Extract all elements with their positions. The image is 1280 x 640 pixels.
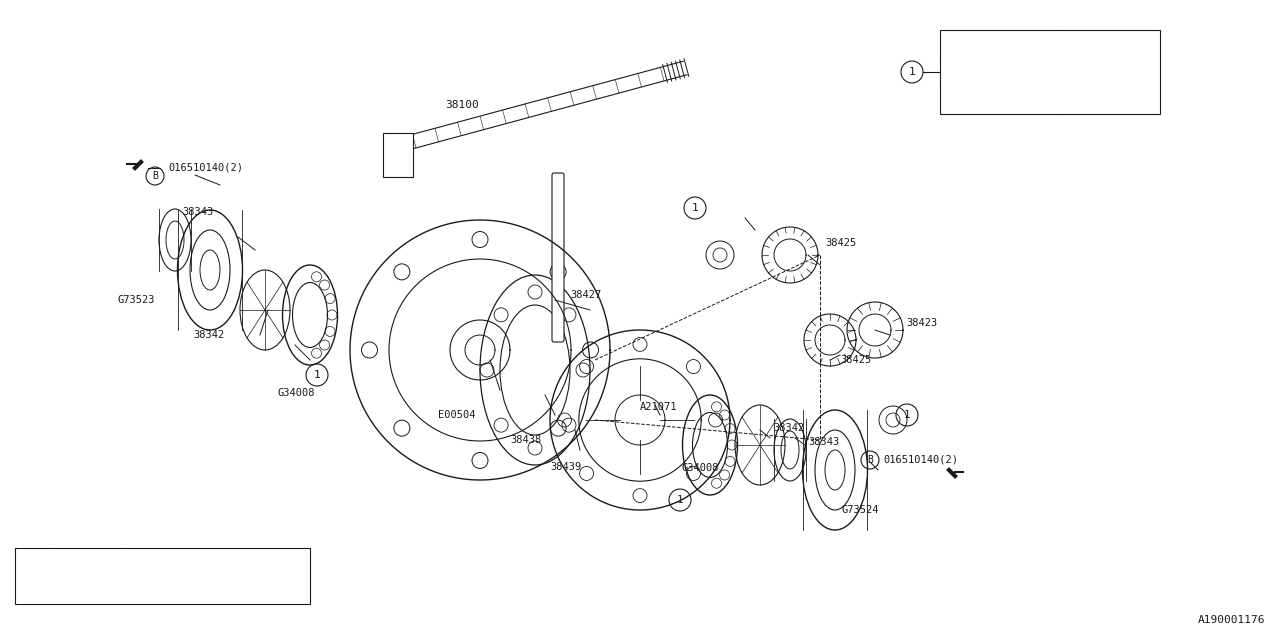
Text: 1: 1 [677,495,684,505]
Bar [383,133,413,177]
Bar [554,175,562,340]
Text: A21071: A21071 [640,402,677,412]
Text: 38425: 38425 [840,355,872,365]
Text: T=1.00: T=1.00 [1088,65,1132,79]
Text: G34008: G34008 [278,388,315,398]
Text: 38343: 38343 [808,437,840,447]
Text: B: B [867,455,873,465]
Text: 1: 1 [691,203,699,213]
Text: E00504: E00504 [438,410,475,420]
Text: 016510140(2): 016510140(2) [883,455,957,465]
Text: 38100: 38100 [445,100,479,110]
Text: 1: 1 [32,571,38,581]
Text: T=1.05: T=1.05 [1088,93,1132,106]
Text: (          -'05MY0504>: ( -'05MY0504> [125,557,262,567]
Text: D038021: D038021 [975,38,1025,51]
Text: 38342: 38342 [193,330,224,340]
Text: D038023: D038023 [975,93,1025,106]
Text: G98403: G98403 [68,557,108,567]
Text: ('05MY0504-          >: ('05MY0504- > [125,585,262,595]
Text: 38342: 38342 [773,423,804,433]
FancyBboxPatch shape [552,173,564,342]
Text: 016510140(2): 016510140(2) [168,163,243,173]
Text: 38439: 38439 [550,462,581,472]
Text: 38343: 38343 [182,207,214,217]
Text: 38423: 38423 [906,318,937,328]
Text: G34008: G34008 [682,463,719,473]
Bar [15,548,310,604]
Text: G98404: G98404 [68,585,108,595]
Text: 1: 1 [904,410,910,420]
Text: G73524: G73524 [842,505,879,515]
Text: 38427: 38427 [570,290,602,300]
Text: 1: 1 [314,370,320,380]
Text: 38425: 38425 [826,238,856,248]
Text: B: B [152,171,157,181]
Text: G73523: G73523 [118,295,155,305]
Text: 38438: 38438 [509,435,541,445]
Text: T=0.95: T=0.95 [1088,38,1132,51]
Text: 1: 1 [909,67,915,77]
Bar [940,30,1160,114]
Text: D038022: D038022 [975,65,1025,79]
Text: A190001176: A190001176 [1198,615,1265,625]
